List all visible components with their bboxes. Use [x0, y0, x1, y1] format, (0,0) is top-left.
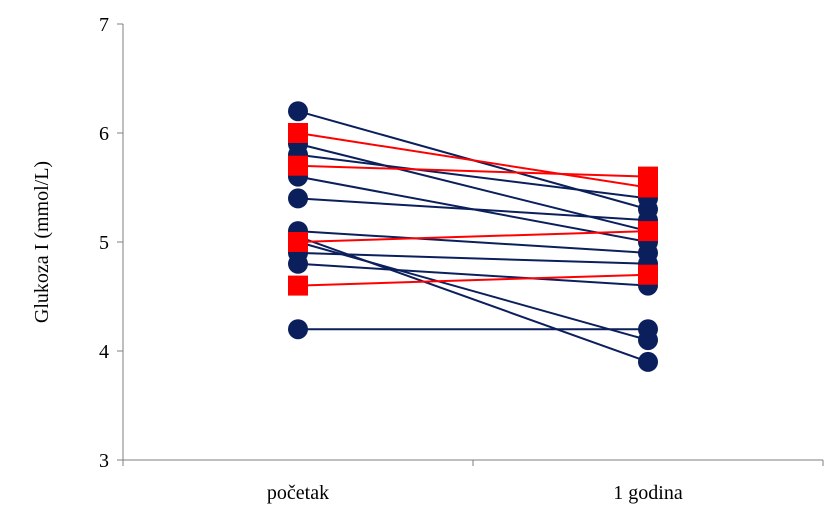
y-tick-label: 5	[99, 232, 109, 254]
series-line	[297, 273, 649, 287]
data-point-circle	[288, 188, 308, 209]
y-axis-title: Glukoza I (mmol/L)	[31, 161, 53, 323]
series-line	[297, 132, 649, 189]
series-line	[297, 142, 649, 233]
data-point-circle	[638, 351, 658, 372]
data-point-square	[638, 264, 658, 285]
data-point-circle	[288, 319, 308, 340]
data-point-circle	[638, 319, 658, 340]
data-point-square	[288, 275, 308, 296]
data-point-square	[638, 221, 658, 242]
series-line	[297, 235, 649, 363]
x-tick-label: početak	[267, 482, 329, 504]
y-tick-label: 3	[99, 450, 109, 472]
data-point-circle	[288, 101, 308, 122]
series-line	[297, 164, 649, 178]
series-line	[297, 197, 649, 222]
y-tick-label: 7	[99, 14, 109, 36]
series-lines	[297, 110, 649, 363]
series-line	[297, 241, 649, 342]
series-line	[297, 262, 649, 287]
data-point-square	[288, 232, 308, 252]
data-point-square	[288, 155, 308, 176]
series-line	[297, 251, 649, 265]
y-ticks: 3 4 5 6 7	[99, 14, 123, 472]
series-line	[297, 153, 649, 200]
x-ticks: početak 1 godina	[122, 460, 824, 504]
data-point-square	[288, 123, 308, 143]
y-tick-label: 6	[99, 123, 109, 145]
data-point-circle	[288, 253, 308, 274]
data-point-square	[638, 166, 658, 187]
series-line	[297, 230, 649, 254]
series-markers	[288, 101, 658, 372]
x-tick-label: 1 godina	[613, 482, 683, 504]
y-tick-label: 4	[99, 341, 109, 363]
series-line	[297, 230, 649, 243]
